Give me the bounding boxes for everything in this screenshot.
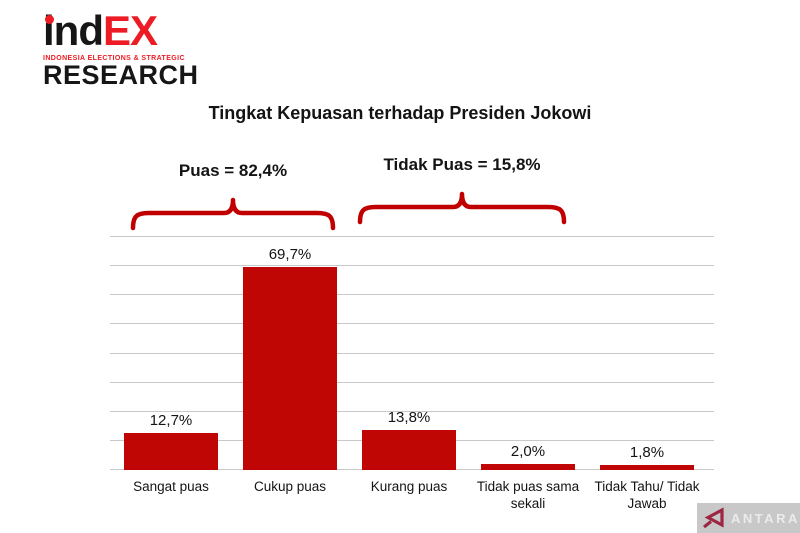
logo-word-ex: EX [102,7,158,54]
chart-title: Tingkat Kepuasan terhadap Presiden Jokow… [208,103,592,123]
index-research-logo: indEX INDONESIA ELECTIONS & STRATEGIC RE… [43,8,199,90]
gridline [110,294,714,296]
category-label: Cukup puas [253,479,327,494]
bar-4 [600,464,694,470]
gridline [110,381,714,383]
antara-watermark-text: ANTARA [731,510,800,526]
bar-value-label: 2,0% [510,443,546,461]
category-labels: Sangat puas Cukup puas Kurang puas Tidak pu… [110,478,714,518]
logo-i-dot [45,15,54,24]
category-label: Kurang puas [370,479,448,494]
gridline [110,323,714,325]
plot-area: 12,7% 69,7% 13,8% 2,0% 1,8% [110,236,714,470]
bar-2 [362,429,456,470]
gridline [110,352,714,354]
antara-logo-icon [703,507,724,529]
gridline [110,410,714,412]
bar-value-label: 69,7% [268,246,312,263]
gridline [110,236,714,237]
logo-research-text: RESEARCH [43,60,199,90]
annotation-tidak-puas-label: Tidak Puas = 15,8% [383,155,541,174]
antara-watermark: ANTARA [697,503,800,533]
logo-word-ind: ind [43,7,104,54]
bar-1 [243,267,337,470]
category-label: Tidak Tahu/ Tidak Jawab [594,479,700,511]
category-label: Tidak puas sama sekali [476,479,580,511]
annotation-puas-label: Puas = 82,4% [178,161,288,180]
brace-tidak-puas [357,191,567,225]
brace-puas [130,197,336,231]
bar-0 [124,433,218,470]
bar-value-label: 1,8% [629,443,665,461]
bar-3 [481,464,575,470]
logo-tagline: INDONESIA ELECTIONS & STRATEGIC [43,55,185,62]
bar-value-label: 12,7% [149,412,193,430]
logo-wordmark: indEX [43,8,173,54]
bar-value-label: 13,8% [387,408,431,426]
category-label: Sangat puas [133,479,209,494]
gridline [110,265,714,267]
